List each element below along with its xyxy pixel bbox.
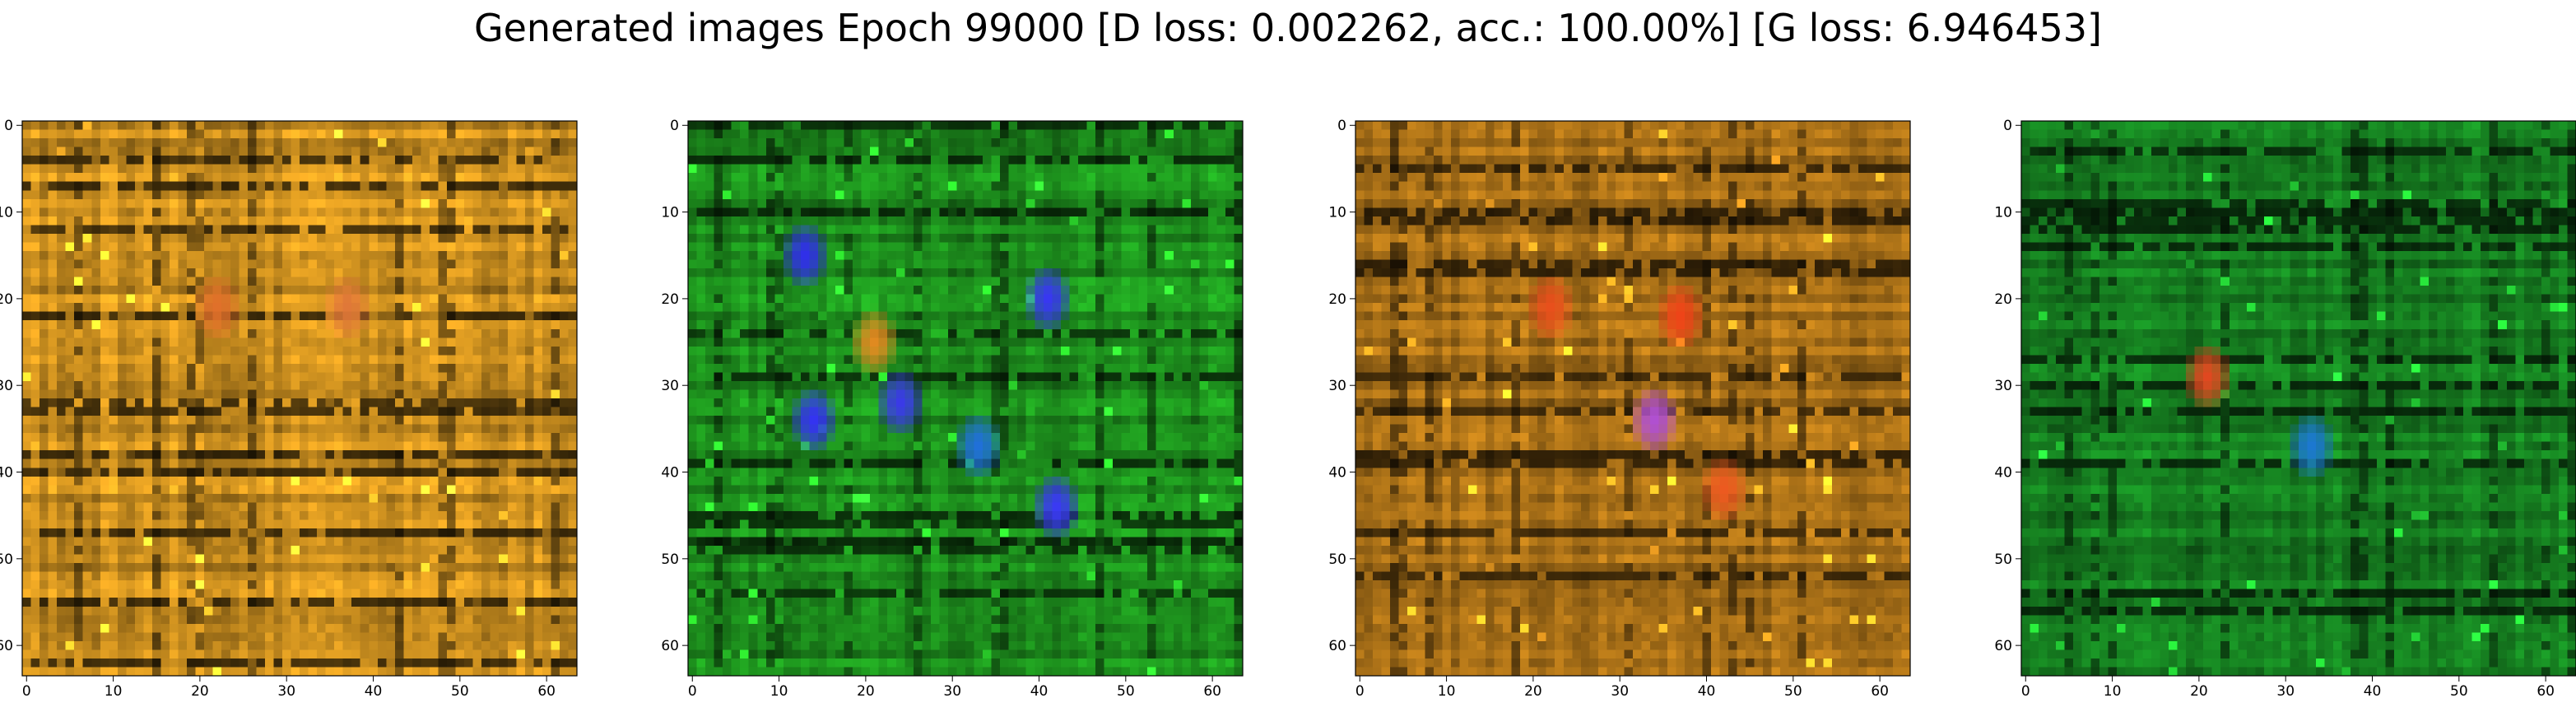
x-tick-label: 0 (1355, 683, 1365, 700)
x-tick-label: 10 (1438, 683, 1456, 700)
y-tick-label: 30 (661, 378, 679, 394)
y-tick-label: 40 (661, 464, 679, 481)
y-tick-label: 0 (1337, 118, 1346, 134)
y-tick-label: 20 (1994, 291, 2012, 308)
generated-image (688, 121, 1243, 676)
figure-title: Generated images Epoch 99000 [D loss: 0.… (0, 7, 2576, 50)
x-tick-label: 40 (2364, 683, 2382, 700)
x-tick-label: 60 (537, 683, 556, 700)
x-tick-label: 0 (2021, 683, 2030, 700)
x-tick-label: 40 (1698, 683, 1716, 700)
y-tick-label: 10 (1994, 205, 2012, 221)
generated-image (22, 121, 577, 676)
generated-image (2021, 121, 2576, 676)
x-tick-label: 60 (1871, 683, 1889, 700)
y-tick-label: 10 (661, 205, 679, 221)
image-axes: 0 10 20 30 40 50 60 0 10 20 30 40 50 60 (1980, 121, 2576, 709)
y-tick-label: 60 (1328, 638, 1346, 654)
y-tick-label: 60 (661, 638, 679, 654)
y-tick-label: 0 (2003, 118, 2012, 134)
y-tick-label: 20 (0, 291, 13, 308)
x-tick-label: 30 (277, 683, 295, 700)
figure: Generated images Epoch 99000 [D loss: 0.… (0, 0, 2576, 696)
x-tick-label: 50 (1117, 683, 1135, 700)
x-tick-label: 50 (451, 683, 469, 700)
image-panel-3: 0 10 20 30 40 50 60 0 10 20 30 40 50 60 (1314, 121, 1918, 709)
x-tick-label: 50 (1784, 683, 1802, 700)
y-tick-label: 10 (0, 205, 13, 221)
y-tick-label: 50 (1328, 551, 1346, 568)
image-panel-1: 0 10 20 30 40 50 60 0 10 20 30 40 50 60 (0, 121, 585, 709)
image-panel-2: 0 10 20 30 40 50 60 0 10 20 30 40 50 60 (647, 121, 1251, 709)
x-tick-label: 20 (857, 683, 875, 700)
x-tick-label: 10 (770, 683, 788, 700)
y-tick-label: 50 (0, 551, 13, 568)
y-tick-label: 40 (0, 464, 13, 481)
y-tick-label: 60 (1994, 638, 2012, 654)
image-axes: 0 10 20 30 40 50 60 0 10 20 30 40 50 60 (0, 121, 585, 709)
x-tick-label: 10 (105, 683, 123, 700)
generated-image (1355, 121, 1910, 676)
y-tick-label: 20 (1328, 291, 1346, 308)
x-tick-label: 60 (2536, 683, 2555, 700)
y-tick-label: 30 (0, 378, 13, 394)
x-tick-label: 0 (688, 683, 697, 700)
image-axes: 0 10 20 30 40 50 60 0 10 20 30 40 50 60 (647, 121, 1251, 709)
x-tick-label: 30 (943, 683, 961, 700)
image-axes: 0 10 20 30 40 50 60 0 10 20 30 40 50 60 (1314, 121, 1918, 709)
x-tick-label: 20 (1524, 683, 1542, 700)
x-tick-label: 10 (2104, 683, 2122, 700)
y-tick-label: 40 (1994, 464, 2012, 481)
y-tick-label: 0 (4, 118, 13, 134)
y-tick-label: 60 (0, 638, 13, 654)
y-tick-label: 30 (1328, 378, 1346, 394)
x-tick-label: 30 (1611, 683, 1629, 700)
y-tick-label: 20 (661, 291, 679, 308)
y-tick-label: 50 (1994, 551, 2012, 568)
y-tick-label: 30 (1994, 378, 2012, 394)
y-tick-label: 40 (1328, 464, 1346, 481)
x-tick-label: 50 (2450, 683, 2468, 700)
image-panel-4: 0 10 20 30 40 50 60 0 10 20 30 40 50 60 (1980, 121, 2576, 709)
x-tick-label: 20 (2190, 683, 2208, 700)
x-tick-label: 0 (22, 683, 31, 700)
y-tick-label: 10 (1328, 205, 1346, 221)
x-tick-label: 30 (2276, 683, 2295, 700)
x-tick-label: 20 (191, 683, 209, 700)
y-tick-label: 0 (670, 118, 679, 134)
y-tick-label: 50 (661, 551, 679, 568)
x-tick-label: 40 (1030, 683, 1049, 700)
x-tick-label: 40 (365, 683, 383, 700)
x-tick-label: 60 (1203, 683, 1221, 700)
